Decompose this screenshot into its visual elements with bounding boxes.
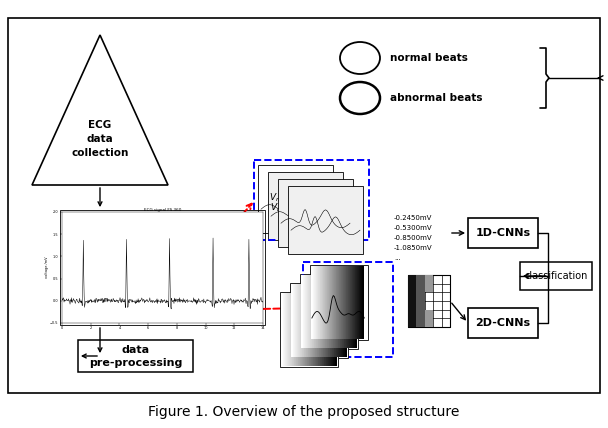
Bar: [425, 318, 433, 327]
Text: $V_{max}$: $V_{max}$: [269, 192, 291, 204]
Bar: [408, 275, 416, 284]
Title: ECG signal FS 360: ECG signal FS 360: [144, 208, 181, 212]
Bar: [416, 275, 425, 284]
Text: abnormal beats: abnormal beats: [390, 93, 483, 103]
Text: collection: collection: [71, 148, 129, 158]
Bar: [310, 265, 368, 340]
Bar: [290, 283, 348, 358]
Text: ...: ...: [394, 255, 401, 261]
Text: -0.2450mV: -0.2450mV: [394, 215, 432, 221]
Bar: [416, 301, 425, 310]
Ellipse shape: [340, 42, 380, 74]
Text: 1D-CNNs: 1D-CNNs: [475, 228, 531, 238]
Bar: [258, 165, 333, 233]
Text: -1.0850mV: -1.0850mV: [394, 245, 433, 251]
Bar: [408, 310, 416, 318]
Text: $V_{max}$: $V_{max}$: [302, 192, 324, 204]
Bar: [468, 308, 538, 338]
Bar: [408, 301, 416, 310]
Bar: [408, 292, 416, 301]
Bar: [300, 274, 358, 349]
Bar: [60, 210, 265, 325]
Bar: [425, 284, 433, 292]
Polygon shape: [32, 35, 168, 185]
Bar: [416, 310, 425, 318]
Text: normal beats: normal beats: [390, 53, 468, 63]
Text: data: data: [86, 134, 113, 144]
Bar: [408, 318, 416, 327]
Bar: [520, 262, 592, 290]
Bar: [278, 179, 353, 247]
Text: 2D-CNNs: 2D-CNNs: [475, 318, 531, 328]
Text: -0.8500mV: -0.8500mV: [394, 235, 433, 241]
Bar: [408, 275, 450, 327]
Bar: [8, 18, 600, 393]
Text: data: data: [122, 345, 150, 355]
Bar: [468, 218, 538, 248]
Text: $V_{min}$: $V_{min}$: [270, 202, 290, 214]
Text: Figure 1. Overview of the proposed structure: Figure 1. Overview of the proposed struc…: [148, 405, 460, 419]
Bar: [78, 340, 193, 372]
Bar: [416, 292, 425, 301]
Bar: [280, 292, 338, 367]
Bar: [268, 172, 343, 240]
Bar: [425, 310, 433, 318]
Bar: [115, 218, 220, 306]
Text: classification: classification: [524, 271, 588, 281]
Text: pre-processing: pre-processing: [89, 358, 182, 368]
Bar: [416, 284, 425, 292]
Y-axis label: voltage /mV: voltage /mV: [44, 257, 49, 278]
Bar: [408, 284, 416, 292]
Bar: [288, 186, 363, 254]
Bar: [303, 262, 393, 357]
Bar: [254, 160, 369, 240]
Text: -0.5300mV: -0.5300mV: [394, 225, 433, 231]
Ellipse shape: [340, 82, 380, 114]
Bar: [416, 318, 425, 327]
Text: ECG: ECG: [88, 120, 112, 130]
Bar: [425, 275, 433, 284]
